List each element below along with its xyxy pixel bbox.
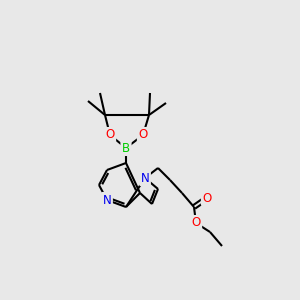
Text: O: O (202, 191, 211, 205)
Text: O: O (191, 217, 201, 230)
Text: N: N (141, 172, 149, 184)
Text: B: B (122, 142, 130, 154)
Text: O: O (105, 128, 115, 142)
Text: O: O (138, 128, 148, 142)
Text: N: N (103, 194, 111, 206)
